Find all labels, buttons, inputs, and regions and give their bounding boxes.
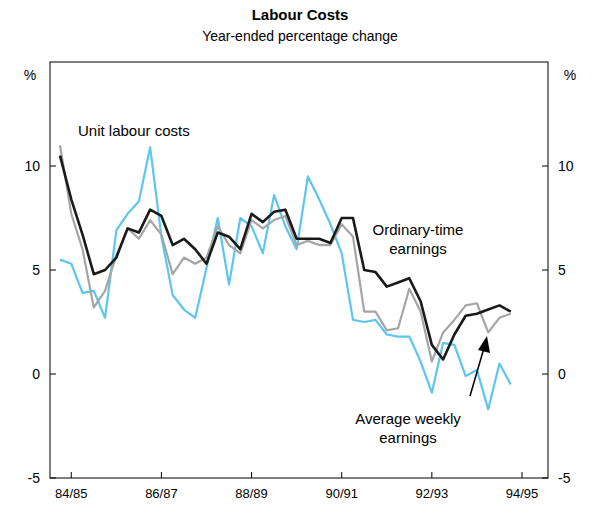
y-tick-left xyxy=(50,270,56,271)
y-tick-label-left: 5 xyxy=(32,262,40,278)
x-tick-label: 88/89 xyxy=(235,486,268,501)
y-tick-label-right: -5 xyxy=(558,470,571,486)
x-tick xyxy=(431,472,432,478)
x-tick xyxy=(341,472,342,478)
y-tick-right xyxy=(542,166,548,167)
y-tick-left xyxy=(50,166,56,167)
y-tick-right xyxy=(542,270,548,271)
y-tick-label-right: 5 xyxy=(558,262,566,278)
x-tick xyxy=(161,472,162,478)
x-tick-label: 90/91 xyxy=(325,486,358,501)
y-unit-left: % xyxy=(24,67,36,83)
x-tick-label: 92/93 xyxy=(416,486,449,501)
x-tick xyxy=(71,472,72,478)
y-unit-right: % xyxy=(564,67,576,83)
y-tick-label-left: -5 xyxy=(28,470,41,486)
annotation-arrow xyxy=(470,348,484,396)
y-tick-label-right: 10 xyxy=(558,158,574,174)
annotation-arrowhead xyxy=(478,336,490,353)
series-group xyxy=(60,145,511,409)
series-label: Ordinary-timeearnings xyxy=(373,221,464,257)
series-line xyxy=(60,156,511,360)
subtitle: Year-ended percentage change xyxy=(202,28,398,44)
x-tick-label: 84/85 xyxy=(55,486,88,501)
series-line xyxy=(60,147,511,409)
series-line xyxy=(60,145,511,361)
y-tick-right xyxy=(542,374,548,375)
y-tick-label-left: 10 xyxy=(24,158,40,174)
chart: Labour Costs Year-ended percentage change… xyxy=(0,0,600,522)
series-label: Unit labour costs xyxy=(78,122,190,139)
y-tick-left xyxy=(50,478,56,479)
y-tick-label-left: 0 xyxy=(32,366,40,382)
x-tick-label: 86/87 xyxy=(145,486,178,501)
y-tick-label-right: 0 xyxy=(558,366,566,382)
x-tick xyxy=(522,472,523,478)
y-tick-left xyxy=(50,374,56,375)
series-label: Average weeklyearnings xyxy=(355,410,461,446)
x-tick xyxy=(251,472,252,478)
x-tick-label: 94/95 xyxy=(506,486,539,501)
y-tick-right xyxy=(542,478,548,479)
plot-frame xyxy=(50,62,548,478)
title: Labour Costs xyxy=(252,6,349,23)
